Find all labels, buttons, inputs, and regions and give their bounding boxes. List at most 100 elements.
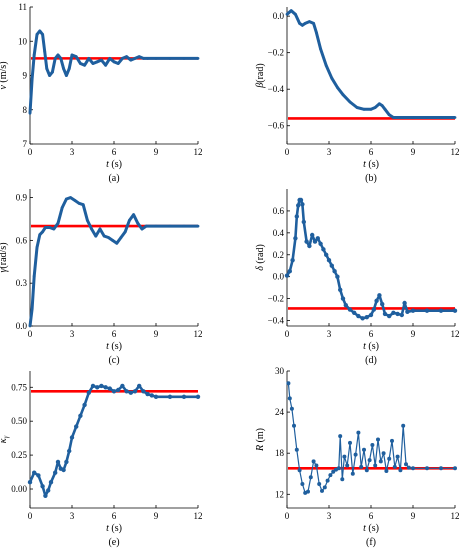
data-point — [90, 227, 93, 231]
y-tick-label: −0.4 — [268, 316, 285, 326]
x-tick-label: 6 — [112, 329, 117, 339]
data-point — [41, 230, 44, 234]
data-point — [336, 466, 341, 471]
data-point — [395, 454, 400, 459]
data-point — [318, 241, 323, 246]
x-axis-label: t (s) — [106, 341, 122, 352]
data-point — [370, 443, 375, 447]
data-point — [79, 62, 82, 65]
data-point — [397, 116, 401, 119]
x-axis-unit: (s) — [109, 159, 122, 170]
data-point — [298, 197, 304, 203]
data-point — [343, 303, 348, 308]
data-point — [61, 467, 66, 473]
data-point — [392, 464, 397, 469]
data-point — [102, 234, 106, 238]
data-point — [387, 456, 392, 461]
data-point — [141, 389, 146, 394]
data-point — [382, 311, 388, 317]
data-point — [111, 389, 117, 394]
panel-label: (f) — [366, 537, 376, 548]
data-point — [352, 310, 357, 315]
x-axis-label: t (s) — [363, 341, 379, 352]
data-point — [132, 213, 136, 217]
data-point — [154, 57, 158, 60]
data-point — [144, 224, 148, 228]
y-axis-unit: (m/s) — [0, 61, 9, 85]
y-tick-label: −0.4 — [268, 84, 285, 94]
y-axis-symbol: R — [255, 445, 266, 452]
x-axis-symbol: t — [106, 159, 109, 170]
data-point — [362, 447, 366, 452]
data-point — [321, 247, 326, 252]
panel-label: (a) — [108, 173, 119, 184]
data-point — [168, 57, 172, 60]
panel-a: 0 3 6 9 12 7 8 9 10 11 t (s) v (m/s) (a) — [0, 2, 203, 184]
data-point — [44, 226, 47, 229]
data-point — [51, 70, 54, 74]
data-point — [59, 57, 63, 60]
data-point — [91, 62, 95, 65]
panel-label: (b) — [365, 173, 377, 184]
data-point — [65, 197, 68, 201]
data-point — [293, 236, 298, 241]
data-point — [411, 466, 415, 471]
y-tick-label: 0.50 — [11, 416, 27, 426]
data-point — [69, 196, 72, 200]
x-tick-label: 9 — [154, 329, 159, 339]
data-point — [360, 316, 365, 321]
x-axis-label: t (s) — [106, 523, 122, 534]
data-point — [294, 214, 299, 219]
y-tick-label: 0.2 — [273, 250, 284, 260]
data-point — [136, 221, 140, 225]
data-point — [65, 74, 68, 77]
y-axis-label: R (m) — [255, 428, 266, 452]
x-axis-unit: (s) — [109, 523, 122, 534]
panel-e: 0 3 6 9 12 0.00 0.25 0.50 0.75 t (s) κγ (e) — [0, 371, 203, 548]
y-tick-label: 11 — [18, 2, 27, 12]
data-point — [27, 480, 33, 485]
data-point — [387, 313, 392, 319]
x-tick-label: 0 — [28, 147, 33, 157]
data-point — [146, 57, 150, 60]
x-axis-symbol: t — [363, 341, 366, 352]
x-tick-label: 6 — [112, 511, 117, 521]
x-tick-label: 3 — [327, 329, 332, 339]
y-tick-label: 30 — [275, 366, 285, 376]
data-point — [331, 469, 336, 474]
data-point — [332, 269, 337, 274]
data-point — [107, 386, 113, 391]
data-point — [149, 393, 154, 398]
data-point — [153, 394, 159, 399]
series-line — [28, 29, 198, 114]
data-point — [140, 227, 144, 231]
panel-label: (c) — [108, 355, 119, 366]
data-point — [48, 74, 51, 77]
data-point — [303, 22, 307, 25]
data-point — [452, 308, 458, 313]
data-point — [292, 423, 296, 428]
data-point — [347, 307, 353, 312]
data-point — [124, 389, 129, 394]
y-tick-label: 0.25 — [11, 450, 27, 460]
data-point — [356, 430, 361, 435]
data-point — [181, 394, 187, 399]
data-point — [425, 466, 429, 471]
data-point — [301, 219, 306, 225]
data-point — [77, 201, 81, 205]
x-axis-label: t (s) — [363, 159, 379, 170]
data-point — [356, 313, 361, 319]
data-point — [32, 470, 37, 475]
data-point — [78, 413, 83, 418]
y-axis-symbol: δ — [255, 266, 266, 271]
y-tick-label: −0.2 — [268, 48, 284, 58]
x-axis-unit: (s) — [366, 341, 379, 352]
data-point — [312, 22, 315, 25]
data-point — [167, 394, 173, 399]
data-point — [125, 55, 128, 59]
data-point — [145, 391, 150, 397]
data-point — [95, 385, 100, 390]
data-point — [348, 100, 352, 104]
y-tick-label: 0.9 — [16, 193, 28, 203]
x-tick-label: 9 — [154, 147, 159, 157]
